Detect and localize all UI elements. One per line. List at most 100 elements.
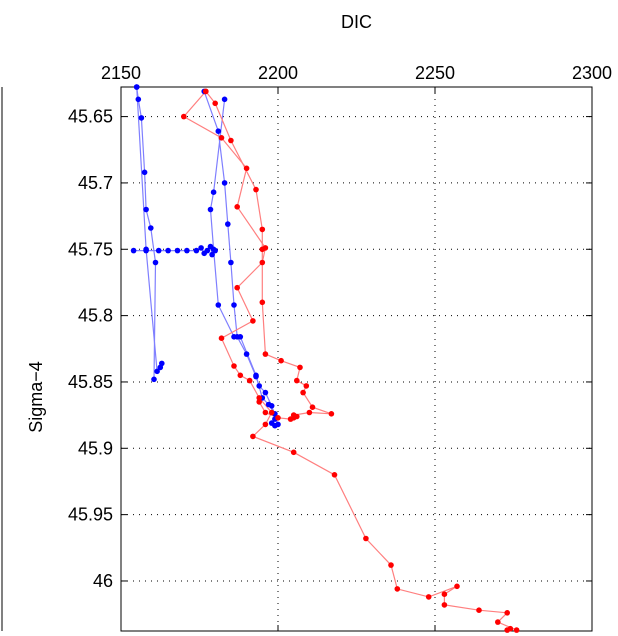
y-axis-title: Sigma−4 [26, 361, 46, 433]
y-tick-label: 45.8 [78, 306, 113, 326]
data-point [207, 243, 214, 250]
series-points [130, 84, 520, 633]
data-point [253, 186, 259, 193]
data-point [275, 415, 281, 421]
data-point [209, 251, 215, 258]
data-point [151, 376, 157, 383]
data-point [278, 357, 284, 364]
data-point [513, 627, 520, 633]
data-point [253, 373, 259, 380]
y-tick-label: 45.75 [68, 239, 113, 259]
data-point [262, 351, 269, 357]
data-point [141, 169, 148, 176]
series-line [182, 91, 517, 631]
data-point [303, 383, 310, 389]
series-line [205, 91, 332, 420]
y-tick-label: 45.7 [78, 173, 113, 193]
data-point [268, 403, 275, 409]
data-point [212, 100, 218, 107]
data-point [234, 334, 240, 340]
data-point [256, 399, 263, 405]
y-tick-labels: 45.65 45.7 45.75 45.8 45.85 45.9 45.95 46 [68, 107, 113, 591]
data-point [243, 351, 250, 357]
data-point [268, 409, 275, 416]
data-point [215, 302, 222, 308]
data-point [231, 363, 237, 369]
data-point [174, 247, 181, 254]
data-point [300, 389, 306, 396]
data-point [394, 586, 401, 592]
data-point [207, 206, 214, 213]
data-point [262, 389, 269, 396]
data-point [210, 189, 217, 195]
data-point [157, 364, 164, 371]
data-point [165, 247, 171, 254]
data-point [388, 562, 394, 568]
data-point [133, 84, 140, 90]
grid [121, 87, 592, 631]
data-point [130, 247, 137, 254]
data-point [256, 395, 263, 401]
data-point [221, 96, 228, 103]
data-point [215, 128, 222, 134]
data-point [309, 404, 316, 411]
data-point [143, 206, 149, 213]
data-point [231, 302, 237, 308]
data-point [218, 335, 225, 342]
series-line [136, 86, 157, 380]
x-tick-label: 2250 [415, 63, 455, 83]
x-tick-labels: 2150 2200 2250 2300 [101, 63, 612, 83]
y-tick-label: 45.9 [78, 438, 113, 458]
data-point [259, 259, 266, 266]
data-point [495, 619, 501, 625]
data-point [228, 259, 234, 266]
data-point [138, 115, 145, 121]
data-point [262, 409, 269, 416]
x-tick-label: 2300 [572, 63, 612, 83]
x-tick-label: 2150 [101, 63, 141, 83]
data-point [184, 247, 190, 254]
data-point [259, 226, 266, 233]
data-point [441, 591, 448, 597]
data-point [204, 247, 211, 254]
data-point [441, 602, 448, 608]
x-tick-label: 2200 [258, 63, 298, 83]
data-point [256, 383, 263, 389]
plot-frame [120, 86, 593, 632]
data-point [225, 221, 231, 227]
series-lines [133, 86, 517, 631]
data-point [259, 246, 266, 253]
data-point [154, 368, 160, 375]
data-point [287, 416, 294, 422]
data-point [250, 433, 256, 440]
data-point [234, 284, 240, 291]
data-point [297, 364, 303, 371]
data-point [193, 247, 200, 254]
y-tick-label: 46 [93, 571, 113, 591]
data-point [155, 247, 162, 254]
data-point [237, 372, 244, 379]
y-tick-label: 45.85 [68, 372, 113, 392]
ticks [120, 87, 593, 631]
x-axis-title: DIC [341, 12, 372, 32]
data-point [294, 377, 300, 384]
data-point [148, 225, 154, 231]
data-point [331, 472, 338, 478]
data-point [243, 165, 250, 172]
data-point [507, 625, 514, 632]
data-point [504, 610, 511, 616]
y-tick-label: 45.95 [68, 505, 113, 525]
data-point [476, 607, 482, 613]
data-point [234, 204, 240, 210]
data-point [328, 411, 335, 417]
data-point [246, 377, 253, 384]
data-point [259, 299, 266, 306]
data-point [363, 535, 369, 542]
data-point [212, 247, 218, 254]
data-point [262, 421, 269, 428]
data-point [275, 421, 281, 428]
data-point [250, 318, 256, 324]
y-tick-label: 45.65 [68, 107, 113, 127]
data-point [454, 583, 460, 590]
